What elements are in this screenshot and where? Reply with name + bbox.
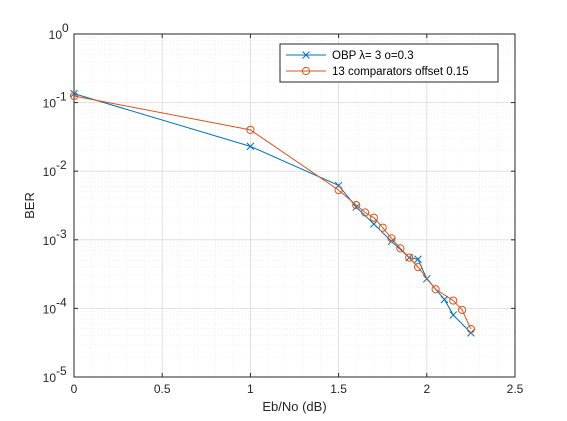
series-1-point	[387, 234, 396, 243]
series-1-point	[431, 285, 440, 294]
series-0-point	[246, 142, 255, 151]
series-0-point	[449, 311, 458, 319]
y-tick-exponent: -1	[56, 90, 67, 104]
series-0-point	[414, 255, 422, 264]
series-0-point	[352, 203, 361, 211]
series-1-point	[246, 125, 255, 134]
x-axis-ticks: 0 0.5 1 1.5 2 2.5	[71, 34, 524, 396]
legend-marker	[302, 51, 310, 59]
series-1-point	[369, 213, 378, 222]
x-tick-label: 1.5	[330, 382, 347, 396]
series-1-point	[378, 223, 387, 232]
x-tick-label: 0.5	[154, 382, 171, 396]
legend-label-obp: OBP λ= 3 o=0.3	[332, 50, 414, 62]
y-tick-label: 10	[43, 371, 57, 385]
y-tick-label: 10	[49, 28, 63, 42]
y-tick-exponent: -3	[56, 227, 67, 241]
y-tick-label: 10	[43, 302, 57, 316]
legend-box	[279, 43, 499, 83]
series-0-point	[387, 237, 396, 246]
x-tick-label: 2.5	[507, 382, 524, 396]
y-tick-exponent: -5	[56, 364, 67, 378]
y-tick-label: 10	[43, 97, 57, 111]
series-1-point	[69, 91, 79, 101]
series-1-point	[352, 201, 361, 210]
series-line-0	[73, 93, 472, 334]
legend-marker	[301, 66, 311, 76]
grid	[74, 34, 515, 377]
y-tick-exponent: 0	[62, 21, 69, 35]
series-layer	[69, 89, 475, 337]
plot-frame	[73, 33, 516, 378]
y-tick-label: 10	[43, 165, 57, 179]
series-0-point	[440, 295, 449, 304]
x-tick-label: 1	[247, 382, 254, 396]
series-0-point	[370, 220, 378, 228]
series-1-point	[405, 253, 414, 262]
legend-marker-obp	[302, 51, 310, 59]
legend-label-comparators: 13 comparators offset 0.15	[332, 66, 469, 78]
series-1-point	[457, 305, 467, 315]
series-1-point	[466, 324, 475, 334]
legend-marker-comparators	[301, 66, 311, 76]
series-line-1	[73, 95, 472, 330]
x-tick-label: 2	[423, 382, 430, 396]
series-1-point	[449, 296, 458, 305]
series-1-point	[413, 262, 423, 272]
x-axis-label: Eb/No (dB)	[262, 399, 326, 414]
x-tick-label: 0	[71, 382, 78, 396]
series-1-point	[396, 244, 405, 253]
series-1-point	[334, 186, 343, 195]
y-tick-exponent: -4	[56, 295, 67, 309]
series-1-point	[360, 208, 370, 217]
y-tick-label: 10	[43, 234, 57, 248]
y-tick-exponent: -2	[56, 158, 67, 172]
y-axis-label: BER	[22, 192, 37, 219]
legend: OBP λ= 3 o=0.3 13 comparators offset 0.1…	[279, 43, 499, 83]
